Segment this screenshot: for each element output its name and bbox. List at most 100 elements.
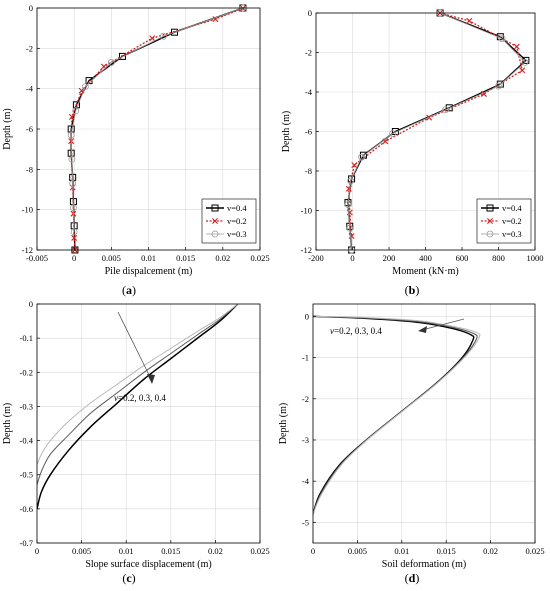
annotation-values: =0.2, 0.3, 0.4 [118, 393, 166, 403]
data-point-x [345, 185, 352, 192]
x-tick-label: -0.005 [26, 253, 48, 263]
data-point-circle [69, 180, 77, 187]
x-tick-label: 200 [383, 253, 396, 263]
legend-box [201, 198, 257, 244]
y-tick-label: -2 [302, 394, 309, 404]
x-tick-label: 0.015 [176, 253, 195, 263]
series-line-c-0 [37, 304, 239, 510]
series-line-d-2 [313, 315, 481, 515]
annotation-symbol: v [114, 393, 118, 403]
legend-marker-circle [486, 230, 494, 238]
legend-marker-circle [211, 230, 219, 238]
data-point-x [382, 138, 389, 145]
data-point-circle [498, 35, 506, 43]
x-tick-label: 400 [419, 253, 432, 263]
legend-entry: v=0.4 [502, 203, 522, 213]
x-tick-label: 0.02 [215, 253, 230, 263]
data-point-circle [70, 204, 77, 212]
y-tick-label: -6 [305, 127, 312, 137]
x-tick-label: 0 [311, 546, 315, 556]
annotation-text: v=0.2, 0.3, 0.4 [114, 393, 166, 403]
y-tick-label: -0.4 [20, 436, 34, 446]
legend-marker-square [211, 204, 219, 212]
data-point-circle [358, 153, 366, 161]
y-tick-label: -8 [26, 164, 33, 174]
x-tick-label: 0 [350, 253, 354, 263]
x-tick-label: 0.02 [208, 546, 223, 556]
y-tick-label: -10 [22, 205, 33, 215]
data-point-circle [159, 32, 167, 40]
series-line-b-2 [347, 13, 526, 250]
y-tick-label: -1 [302, 353, 309, 363]
panel-letter: b [409, 283, 416, 297]
y-tick-label: -6 [26, 124, 33, 134]
panel-letter: c [126, 571, 132, 585]
plot-frame [36, 303, 261, 544]
series-line-c-1 [37, 304, 239, 486]
annotation-arrowhead [418, 326, 427, 333]
x-axis-label: Pile dispalcement (m) [105, 266, 193, 277]
data-point-square [118, 52, 126, 60]
y-tick-label: 0 [29, 3, 33, 13]
data-point-x [149, 35, 156, 42]
y-tick-label: -12 [22, 245, 33, 255]
y-tick-label: -4 [26, 84, 34, 94]
x-tick-label: 0.025 [525, 546, 544, 556]
annotation-symbol: v [330, 326, 334, 336]
y-axis-label: Depth (m) [2, 108, 13, 149]
data-point-square [496, 80, 504, 88]
y-tick-label: -2 [305, 48, 312, 58]
data-point-circle [72, 107, 80, 115]
panel-letter: d [409, 571, 416, 585]
data-point-x [71, 234, 78, 241]
legend-entry: v=0.3 [502, 229, 522, 239]
annotation-values: =0.2, 0.3, 0.4 [334, 326, 382, 336]
data-point-circle [346, 224, 354, 232]
y-tick-label: -5 [302, 517, 309, 527]
x-axis-label: Slope surface displacement (m) [85, 559, 211, 570]
legend-marker-square [486, 204, 494, 212]
y-tick-label: -4 [305, 87, 313, 97]
data-point-circle [81, 83, 89, 91]
x-axis-label: Moment (kN·m) [392, 266, 458, 277]
annotation-text: v=0.2, 0.3, 0.4 [330, 326, 382, 336]
series-line-d-1 [313, 315, 478, 515]
y-tick-label: -0.1 [20, 333, 33, 343]
x-tick-label: 0.01 [119, 546, 134, 556]
y-tick-label: -4 [302, 476, 310, 486]
y-tick-label: -3 [302, 435, 309, 445]
data-point-x [519, 67, 526, 74]
data-point-circle [347, 177, 355, 185]
y-tick-label: -12 [301, 245, 312, 255]
data-point-circle [495, 82, 502, 90]
annotation-arrowhead [147, 374, 155, 384]
data-point-x [466, 17, 473, 24]
data-point-x [68, 113, 75, 120]
legend-entry: v=0.3 [227, 229, 247, 239]
panel-letter: a [126, 283, 132, 297]
y-axis-label: Depth (m) [2, 403, 13, 444]
x-tick-label: 0.015 [161, 546, 180, 556]
legend-entry: v=0.2 [227, 216, 247, 226]
x-tick-label: -200 [308, 253, 324, 263]
legend-entry: v=0.2 [502, 216, 522, 226]
annotation-arrow-line [117, 311, 153, 382]
x-tick-label: 0.005 [348, 546, 367, 556]
x-tick-label: 0.025 [250, 253, 269, 263]
y-tick-label: 0 [29, 299, 33, 309]
x-axis-label: Soil deformation (m) [382, 559, 466, 570]
data-point-circle [442, 106, 449, 114]
x-tick-label: 0.005 [102, 253, 121, 263]
data-point-circle [70, 228, 78, 236]
panel-label: (c) [122, 571, 135, 585]
data-point-x [351, 162, 358, 169]
x-tick-label: 0.02 [483, 546, 498, 556]
x-tick-label: 0.01 [141, 253, 156, 263]
data-point-circle [68, 155, 76, 163]
data-point-square [171, 28, 179, 36]
y-tick-label: -2 [26, 43, 33, 53]
x-tick-label: 0 [35, 546, 39, 556]
chart-panel-c: 0 0.005 0.01 0.015 0.02 0.025 0 -0.1 -0.2 -0.3 -0.… [2, 299, 270, 585]
series-line-d-0 [313, 315, 475, 515]
